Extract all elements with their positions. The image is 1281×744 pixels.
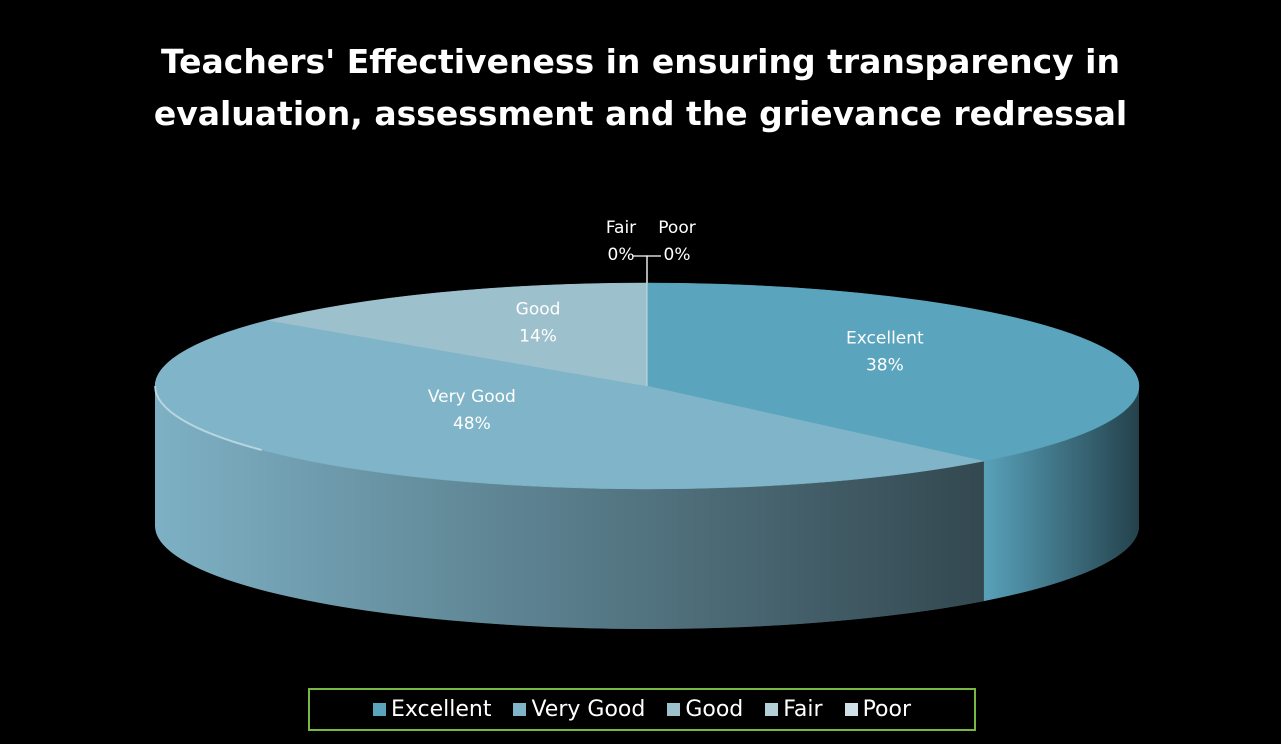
legend-swatch: [844, 703, 858, 716]
legend-swatch: [667, 703, 681, 716]
data-label-name: Good: [516, 300, 561, 320]
data-label-value: 38%: [866, 355, 904, 375]
side-shade: [983, 386, 1139, 602]
title-line: evaluation, assessment and the grievance…: [153, 94, 1128, 133]
data-label-name: Excellent: [846, 328, 924, 348]
legend-label: Excellent: [390, 697, 492, 722]
legend-item: Very Good: [513, 697, 645, 722]
legend-label: Good: [685, 697, 744, 722]
side-shade: [155, 386, 984, 629]
data-label-value: 48%: [453, 414, 491, 434]
data-label-value: 0%: [664, 245, 691, 265]
legend-swatch: [372, 703, 386, 716]
data-label-value: 0%: [608, 245, 635, 265]
legend-item: Good: [667, 697, 743, 722]
data-label-name: Poor: [658, 218, 695, 238]
legend-label: Fair: [783, 697, 823, 722]
legend: Excellent Very Good Good Fair Poor: [308, 688, 976, 731]
data-label-name: Very Good: [428, 387, 516, 407]
title-line: Teachers' Effectiveness in ensuring tran…: [161, 42, 1120, 81]
slice: [646, 282, 1140, 462]
legend-item: Poor: [844, 697, 912, 722]
legend-label: Very Good: [531, 697, 646, 722]
legend-item: Excellent: [372, 697, 492, 722]
data-label-value: 14%: [519, 327, 557, 347]
rim-highlight: [154, 385, 262, 451]
leader-line: [633, 255, 648, 283]
legend-label: Poor: [862, 697, 912, 722]
legend-swatch: [765, 703, 779, 716]
legend-item: Fair: [765, 697, 823, 722]
chart-title: Teachers' Effectiveness in ensuring tran…: [0, 36, 1281, 140]
legend-swatch: [513, 703, 527, 716]
slice: [154, 320, 984, 490]
data-label-name: Fair: [606, 218, 636, 238]
slice: [267, 282, 648, 387]
leader-line: [646, 255, 661, 283]
